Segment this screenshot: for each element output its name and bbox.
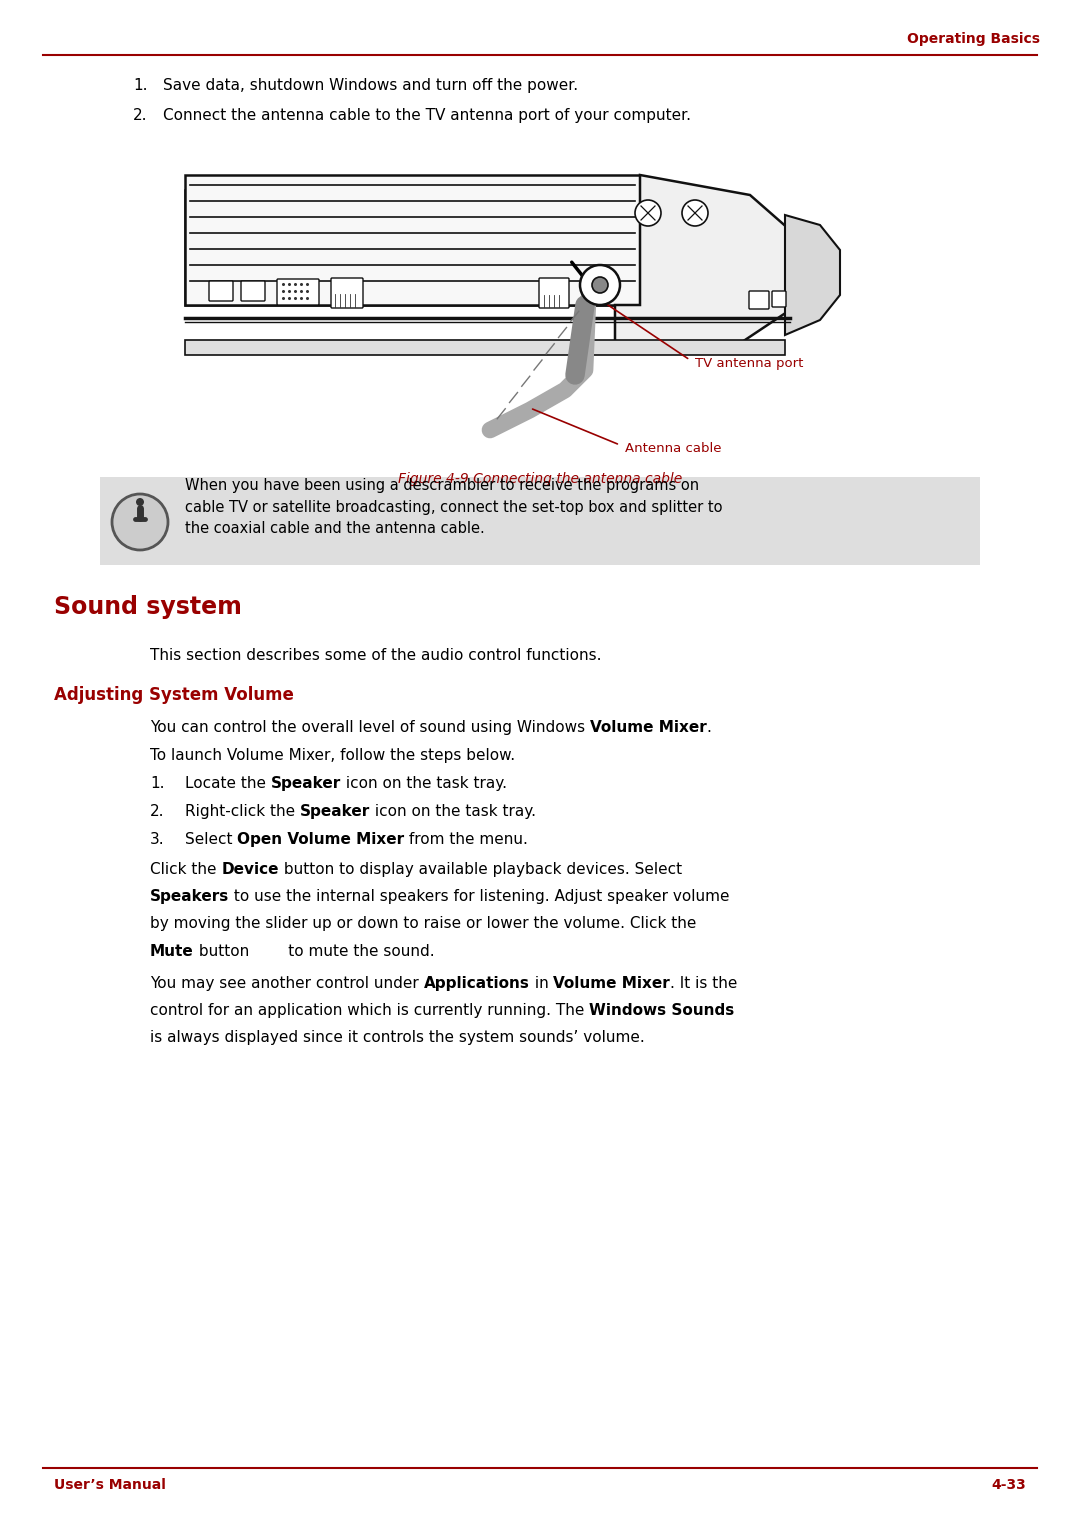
Text: Right-click the: Right-click the	[185, 804, 300, 819]
Polygon shape	[185, 175, 640, 305]
Text: TV antenna port: TV antenna port	[696, 357, 804, 369]
FancyBboxPatch shape	[772, 291, 786, 307]
Circle shape	[136, 497, 144, 507]
Circle shape	[681, 200, 708, 226]
Text: Applications: Applications	[423, 977, 529, 990]
FancyBboxPatch shape	[185, 191, 615, 305]
Text: This section describes some of the audio control functions.: This section describes some of the audio…	[150, 649, 602, 662]
Text: to use the internal speakers for listening. Adjust speaker volume: to use the internal speakers for listeni…	[229, 890, 730, 903]
Text: Volume Mixer: Volume Mixer	[590, 720, 706, 736]
Text: is always displayed since it controls the system sounds’ volume.: is always displayed since it controls th…	[150, 1030, 645, 1045]
Text: .: .	[706, 720, 712, 736]
Text: Volume Mixer: Volume Mixer	[553, 977, 670, 990]
Text: . It is the: . It is the	[670, 977, 738, 990]
Bar	[100, 478, 980, 565]
Text: Mute: Mute	[150, 945, 193, 958]
Text: from the menu.: from the menu.	[405, 832, 528, 847]
Text: Figure 4-9 Connecting the antenna cable: Figure 4-9 Connecting the antenna cable	[397, 472, 683, 485]
Text: User’s Manual: User’s Manual	[54, 1479, 166, 1492]
Text: 1.: 1.	[150, 777, 164, 790]
Text: You may see another control under: You may see another control under	[150, 977, 423, 990]
Text: Save data, shutdown Windows and turn off the power.: Save data, shutdown Windows and turn off…	[163, 78, 578, 93]
Text: Speaker: Speaker	[300, 804, 370, 819]
FancyBboxPatch shape	[241, 281, 265, 301]
FancyBboxPatch shape	[539, 278, 569, 308]
Text: Locate the: Locate the	[185, 777, 271, 790]
Text: When you have been using a descrambler to receive the programs on
cable TV or sa: When you have been using a descrambler t…	[185, 478, 723, 536]
Text: Operating Basics: Operating Basics	[907, 32, 1040, 46]
Text: Click the: Click the	[150, 862, 221, 877]
Polygon shape	[615, 175, 789, 349]
Text: Antenna cable: Antenna cable	[625, 443, 721, 455]
Text: Windows Sounds: Windows Sounds	[590, 1003, 734, 1018]
FancyBboxPatch shape	[210, 281, 233, 301]
Text: button to display available playback devices. Select: button to display available playback dev…	[279, 862, 681, 877]
Text: Device: Device	[221, 862, 279, 877]
Text: 3.: 3.	[150, 832, 164, 847]
FancyBboxPatch shape	[750, 291, 769, 308]
Circle shape	[592, 278, 608, 293]
Text: Connect the antenna cable to the TV antenna port of your computer.: Connect the antenna cable to the TV ante…	[163, 108, 691, 124]
Text: Open Volume Mixer: Open Volume Mixer	[238, 832, 405, 847]
Text: icon on the task tray.: icon on the task tray.	[341, 777, 508, 790]
FancyBboxPatch shape	[276, 279, 319, 305]
Text: in: in	[529, 977, 553, 990]
Text: 4-33: 4-33	[991, 1479, 1026, 1492]
Text: Sound system: Sound system	[54, 595, 242, 620]
Circle shape	[580, 266, 620, 305]
Text: To launch Volume Mixer, follow the steps below.: To launch Volume Mixer, follow the steps…	[150, 748, 515, 763]
Text: control for an application which is currently running. The: control for an application which is curr…	[150, 1003, 590, 1018]
Text: button        to mute the sound.: button to mute the sound.	[193, 945, 434, 958]
Text: Speakers: Speakers	[150, 890, 229, 903]
Text: Select: Select	[185, 832, 238, 847]
Text: 2.: 2.	[150, 804, 164, 819]
Text: 1.: 1.	[133, 78, 148, 93]
Polygon shape	[785, 215, 840, 336]
FancyBboxPatch shape	[330, 278, 363, 308]
Text: You can control the overall level of sound using Windows: You can control the overall level of sou…	[150, 720, 590, 736]
Text: icon on the task tray.: icon on the task tray.	[370, 804, 537, 819]
Text: by moving the slider up or down to raise or lower the volume. Click the: by moving the slider up or down to raise…	[150, 916, 697, 931]
Text: Adjusting System Volume: Adjusting System Volume	[54, 687, 294, 703]
Circle shape	[112, 494, 168, 549]
Circle shape	[635, 200, 661, 226]
Text: Speaker: Speaker	[271, 777, 341, 790]
Bar	[185, 340, 785, 356]
Text: 2.: 2.	[133, 108, 148, 124]
